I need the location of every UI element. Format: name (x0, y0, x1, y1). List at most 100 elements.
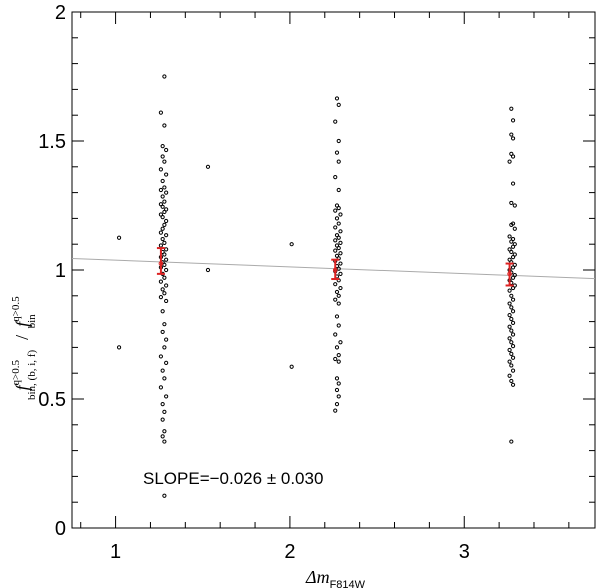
data-point (162, 222, 167, 227)
data-point (507, 347, 512, 353)
data-point (116, 345, 122, 350)
data-point (338, 261, 343, 266)
error-bars (156, 247, 514, 287)
data-point (160, 215, 165, 220)
data-point (162, 240, 167, 246)
data-point (509, 132, 514, 137)
data-point (338, 251, 343, 256)
data-point (336, 102, 341, 107)
data-point (333, 175, 338, 180)
data-point (334, 216, 340, 221)
data-point (507, 359, 512, 364)
y-label-num-sub: bin, (b, i, f) (26, 350, 38, 400)
data-point (164, 172, 169, 177)
data-point (205, 164, 211, 169)
y-label-den-sup: q>0.5 (10, 296, 22, 322)
data-point (160, 236, 165, 242)
data-point (336, 221, 341, 226)
data-point (334, 345, 340, 350)
data-point (333, 238, 338, 243)
data-point (164, 190, 169, 195)
data-point (334, 314, 340, 319)
data-point (336, 301, 341, 306)
data-point (162, 185, 167, 190)
slope-annotation: SLOPE=−0.026 ± 0.030 (143, 469, 323, 488)
data-point (336, 394, 341, 399)
data-point (160, 144, 165, 149)
data-point (158, 187, 164, 193)
data-point (334, 376, 340, 381)
x-axis-label-main: Δm (305, 567, 330, 587)
data-point (333, 119, 338, 124)
data-point (507, 313, 512, 318)
data-point (509, 249, 514, 255)
data-point (509, 200, 514, 206)
data-point (160, 226, 165, 231)
data-point (333, 208, 338, 213)
data-point (160, 194, 165, 199)
data-point (338, 229, 343, 234)
data-point (338, 340, 343, 345)
data-point (158, 279, 164, 284)
y-tick-label: 1.5 (38, 131, 66, 153)
y-label-num-sup: q>0.5 (10, 360, 22, 386)
error-bar (331, 258, 340, 281)
data-point (162, 291, 167, 296)
y-tick-label: 0 (55, 518, 66, 540)
data-point (334, 150, 340, 155)
y-label-den-base: f (12, 319, 32, 327)
data-point (510, 265, 516, 270)
data-point (333, 225, 338, 230)
data-point (510, 181, 516, 186)
data-point (336, 323, 341, 328)
data-point (164, 247, 169, 252)
data-point (164, 233, 169, 238)
axis-ticks (72, 11, 595, 529)
data-point (510, 136, 516, 141)
data-point (336, 293, 341, 298)
data-point (164, 360, 169, 365)
data-point (509, 293, 514, 298)
data-point (507, 234, 512, 239)
data-point (162, 74, 167, 79)
data-point (338, 212, 343, 217)
data-point (162, 159, 167, 164)
y-tick-label: 0.5 (38, 389, 66, 411)
data-point (162, 376, 167, 381)
data-point (158, 354, 164, 359)
error-bar (505, 262, 514, 287)
data-point (333, 408, 338, 413)
data-point (510, 382, 516, 387)
data-point (336, 187, 341, 193)
data-point (160, 154, 165, 159)
data-point (512, 226, 517, 231)
data-point (162, 493, 167, 498)
data-point (338, 240, 343, 246)
data-point (336, 138, 341, 144)
data-point (160, 178, 165, 184)
data-point (162, 262, 167, 267)
data-point (510, 332, 516, 337)
data-point (334, 96, 340, 101)
data-point (164, 337, 169, 342)
data-point (162, 345, 167, 350)
data-point (162, 275, 167, 280)
data-point (205, 267, 211, 273)
data-point (333, 282, 338, 287)
x-tick-label: 2 (284, 541, 295, 563)
data-point (162, 439, 167, 444)
data-point (509, 340, 514, 345)
data-point (512, 203, 517, 208)
data-point (334, 402, 340, 407)
data-point (510, 368, 516, 373)
data-point (158, 110, 164, 115)
data-point (164, 298, 169, 304)
x-axis-label: ΔmF814W (305, 567, 366, 588)
data-point (333, 297, 338, 302)
data-point (509, 222, 514, 227)
data-point (510, 255, 516, 260)
data-points (116, 74, 517, 498)
data-point (162, 429, 167, 434)
data-point (164, 218, 169, 224)
